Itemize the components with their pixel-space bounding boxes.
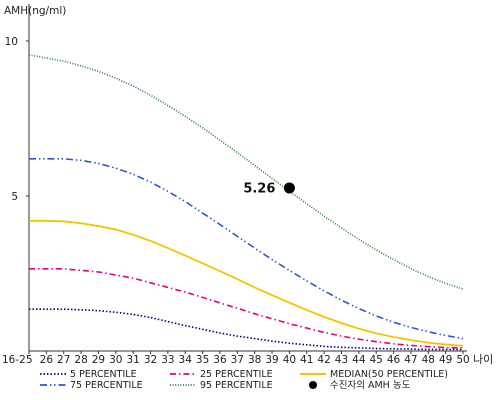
series-line-5-percentile — [29, 308, 463, 351]
x-tick-label: 28 — [74, 354, 87, 366]
x-tick-label: 40 — [283, 354, 296, 366]
y-tick-label: 10 — [5, 36, 18, 48]
legend-label-75-percentile: 75 PERCENTILE — [70, 380, 143, 391]
series-line-95-percentile — [28, 54, 464, 290]
legend-swatch-patient-amh — [309, 381, 317, 389]
x-tick-label: 37 — [231, 354, 244, 366]
x-tick-label: 32 — [144, 354, 157, 366]
y-axis-label: AMH(ng/ml) — [4, 5, 66, 17]
x-tick-label: 49 — [439, 354, 452, 366]
x-tick-label: 47 — [404, 354, 417, 366]
x-tick-label: 35 — [196, 354, 209, 366]
x-tick-label: 44 — [352, 354, 366, 366]
x-axis-label: 나이 — [473, 353, 493, 366]
x-tick-label: 29 — [92, 354, 105, 366]
x-tick-label: 41 — [300, 354, 313, 366]
x-tick-label: 39 — [265, 354, 278, 366]
x-tick-label: 26 — [40, 354, 54, 366]
patient-amh-marker — [283, 182, 295, 194]
series-line-75-percentile — [29, 158, 464, 340]
x-tick-label: 50 — [456, 354, 469, 366]
x-tick-label: 34 — [179, 354, 193, 366]
legend-label-patient-amh: 수진자의 AMH 농도 — [330, 380, 411, 391]
x-tick-label: 43 — [335, 354, 348, 366]
y-tick-label: 5 — [11, 191, 18, 203]
x-tick-label: 46 — [387, 354, 401, 366]
legend-label-5-percentile: 5 PERCENTILE — [70, 369, 137, 380]
series-line-median-50-percentile — [29, 219, 464, 347]
legend-label-median-50-percentile: MEDIAN(50 PERCENTILE) — [330, 369, 448, 380]
x-tick-label: 36 — [213, 354, 227, 366]
x-tick-label: 38 — [248, 354, 261, 366]
series-line-25-percentile — [29, 268, 464, 349]
x-tick-label: 42 — [317, 354, 330, 366]
x-tick-label: 30 — [109, 354, 122, 366]
x-tick-label: 45 — [370, 354, 383, 366]
x-tick-label: 31 — [126, 354, 139, 366]
patient-amh-value-label: 5.26 — [243, 181, 275, 196]
x-tick-label: 48 — [422, 354, 435, 366]
x-tick-label: 16-25 — [2, 354, 33, 366]
legend-label-25-percentile: 25 PERCENTILE — [200, 369, 273, 380]
x-tick-label: 27 — [57, 354, 70, 366]
legend-label-95-percentile: 95 PERCENTILE — [200, 380, 273, 391]
x-tick-label: 33 — [161, 354, 174, 366]
